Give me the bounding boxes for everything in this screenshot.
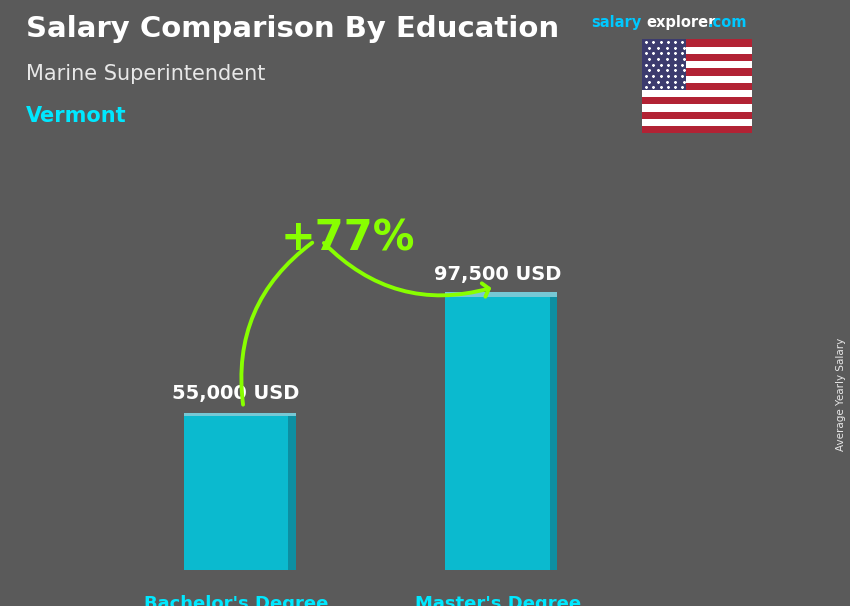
Text: Average Yearly Salary: Average Yearly Salary xyxy=(836,338,846,450)
FancyBboxPatch shape xyxy=(288,416,296,570)
FancyBboxPatch shape xyxy=(550,297,558,570)
FancyBboxPatch shape xyxy=(184,413,296,416)
Bar xyxy=(642,119,752,126)
Bar xyxy=(642,39,752,47)
Bar xyxy=(642,39,686,90)
Text: Marine Superintendent: Marine Superintendent xyxy=(26,64,265,84)
Bar xyxy=(642,54,752,61)
Bar xyxy=(642,61,752,68)
Bar xyxy=(642,83,752,90)
Bar xyxy=(642,97,752,104)
FancyBboxPatch shape xyxy=(184,416,288,570)
Text: Bachelor's Degree: Bachelor's Degree xyxy=(144,595,328,606)
Text: +77%: +77% xyxy=(280,217,416,259)
Bar xyxy=(642,126,752,133)
Text: Master's Degree: Master's Degree xyxy=(415,595,581,606)
Text: .com: .com xyxy=(707,15,746,30)
Bar xyxy=(642,112,752,119)
Text: 97,500 USD: 97,500 USD xyxy=(434,265,562,284)
Text: Salary Comparison By Education: Salary Comparison By Education xyxy=(26,15,558,43)
Bar xyxy=(642,104,752,112)
Text: Vermont: Vermont xyxy=(26,106,126,126)
Text: explorer: explorer xyxy=(646,15,716,30)
Text: salary: salary xyxy=(591,15,641,30)
Bar xyxy=(642,68,752,76)
Bar xyxy=(642,76,752,83)
FancyBboxPatch shape xyxy=(445,292,558,297)
Bar xyxy=(642,47,752,54)
FancyBboxPatch shape xyxy=(445,297,550,570)
Bar xyxy=(642,90,752,97)
Text: 55,000 USD: 55,000 USD xyxy=(173,384,300,403)
